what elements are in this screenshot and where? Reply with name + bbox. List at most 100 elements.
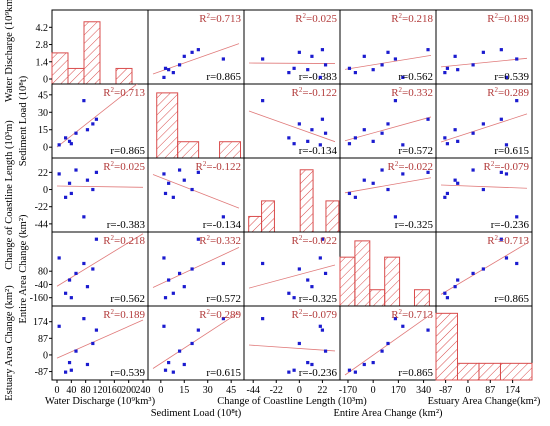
data-point [74,168,78,172]
data-point [310,285,314,289]
panel-water-vs-sediment: R2=0.713 r=0.865 [147,9,245,85]
x-axis-label: Water Discharge (10⁹km³) [45,396,156,407]
r-squared-label: R2=-0.122 [292,86,337,99]
panel-coastline-vs-sediment: R2=-0.122 r=-0.134 [147,157,245,233]
r-value-label: r=0.539 [110,367,145,379]
fit-line [56,233,144,287]
data-point [380,63,384,67]
data-point [499,117,503,121]
panel-coastline-vs-entire: R2=-0.022 r=-0.325 [339,157,437,233]
data-point [386,341,390,346]
x-axis-label: Entire Area Change (km²) [334,408,443,419]
histogram-bar [115,67,133,85]
data-point [261,261,265,266]
data-point [162,75,166,79]
data-point [67,360,72,365]
data-point [499,237,503,241]
y-tick-label: 4.2 [36,23,49,34]
data-point [445,191,450,196]
data-point [287,136,291,140]
r-squared-label: R2=0.713 [487,234,529,247]
x-tick-label: 340 [416,385,431,396]
x-tick-label: -87 [439,385,452,396]
y-tick-label: -160 [30,293,48,304]
data-point [167,181,171,185]
data-point [287,291,291,295]
data-point [453,128,457,132]
data-point [162,256,166,260]
panel-water-vs-coastline: R2=0.025 r=-0.383 [243,9,341,85]
data-point [177,271,182,276]
data-point [353,136,357,140]
histogram-bar [177,141,200,159]
data-point [221,215,225,219]
r-value-label: r=0.615 [494,145,529,157]
panel-estuary-vs-water: R2=0.189 r=0.539 [51,305,149,381]
r-squared-label: R2=0.289 [199,308,241,321]
data-point [380,168,384,172]
data-point [69,142,73,146]
data-point [362,128,366,132]
data-point [182,362,186,367]
data-point [167,278,171,282]
r-value-label: r=0.615 [206,367,241,379]
fit-line [152,174,240,209]
histogram-bar [339,256,356,307]
data-point [481,187,485,192]
data-point [167,68,171,72]
data-point [196,48,200,52]
data-point [426,170,430,174]
r-value-label: r=-0.236 [491,219,530,231]
y-tick-label: -87 [35,367,48,378]
x-tick-label: 240 [136,385,151,396]
r-squared-label: R2=0.332 [199,234,241,247]
r-squared-label: R2=0.713 [391,308,433,321]
data-point [371,360,375,365]
data-point [64,136,68,140]
panel-estuary-vs-entire: R2=0.713 r=0.865 [339,305,437,381]
data-point [287,71,291,75]
data-point [82,99,86,103]
data-point [163,296,168,300]
r-squared-label: R2=0.025 [295,12,337,25]
panel-estuary-vs-coastline: R2=-0.079 r=-0.236 [243,305,341,381]
r-value-label: r=0.865 [110,145,145,157]
data-point [515,215,519,219]
r-squared-label: R2=-0.022 [292,234,337,247]
fit-line [440,184,528,189]
data-point [401,172,405,176]
data-point [292,368,296,372]
data-point [453,178,457,182]
data-point [292,296,296,300]
x-tick-label: 120 [93,385,108,396]
data-point [163,66,168,70]
data-point [91,187,95,192]
data-point [401,143,405,147]
data-point [320,117,325,121]
data-point [82,317,86,321]
data-point [456,139,460,143]
r-value-label: r=-0.383 [107,219,146,231]
data-point [94,117,99,121]
y-axis-label: Water Discharge (10⁹km³) [4,0,15,102]
data-point [163,191,168,196]
data-point [91,122,95,126]
data-point [67,181,72,185]
data-point [380,131,384,135]
x-tick-label: 174 [505,385,520,396]
data-point [69,191,73,196]
y-axis-label: Change of Coastline Length (10³m) [4,120,15,270]
data-point [453,54,457,58]
r-value-label: r=0.865 [206,71,241,83]
fit-line [440,57,528,68]
x-axis-label: Change of Coastline Length (10³m) [217,396,367,407]
data-point [347,368,352,372]
data-point [190,267,194,271]
fit-line [344,116,432,142]
data-point [57,256,61,260]
r-value-label: r=-0.325 [299,293,338,305]
data-point [57,172,61,176]
x-axis-label: Sediment Load (10⁸t) [151,408,242,419]
data-point [306,278,310,282]
panel-sediment-vs-entire: R2=0.332 r=0.572 [339,83,437,159]
